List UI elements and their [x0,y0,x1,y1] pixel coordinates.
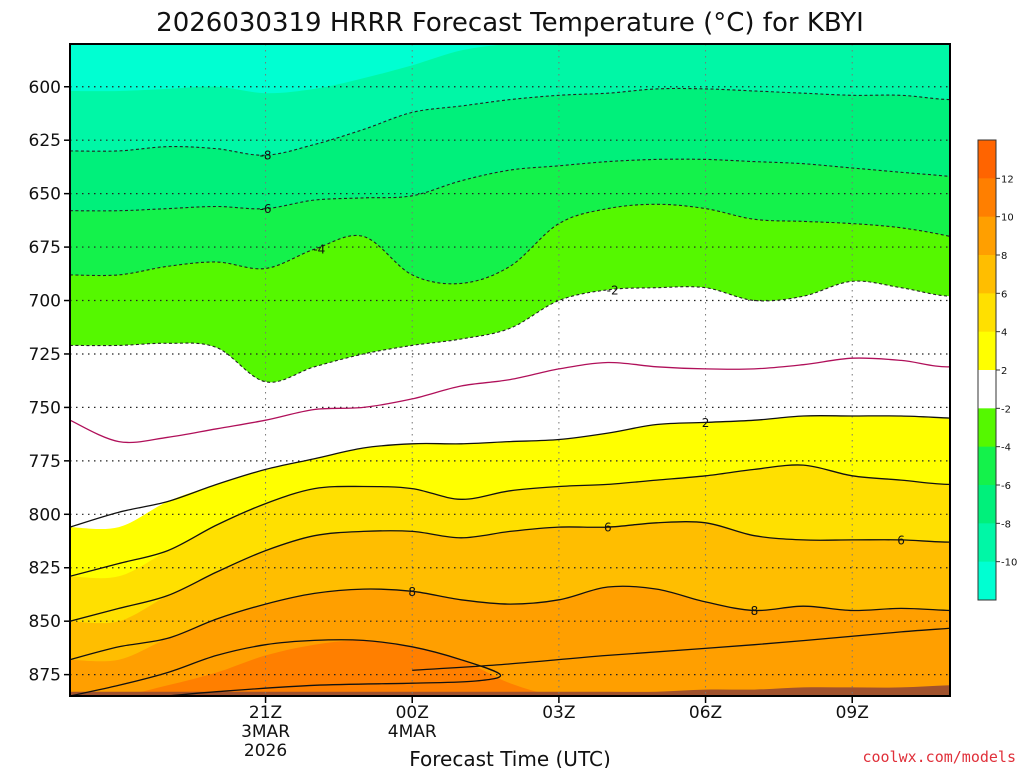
colorbar-swatch-0 [978,140,996,179]
ground-fill [70,685,950,696]
colorbar-swatch-4 [978,293,996,333]
temperature-bands [70,44,950,696]
x-tick-date-1: 4MAR [388,722,437,742]
colorbar-label-4: 4 [1001,328,1007,339]
y-tick-label-625: 625 [29,131,61,151]
y-axis: 600 625 650 675 700 725 750 775 800 825 850 875 [29,78,70,686]
colorbar-swatch-2 [978,216,996,256]
isotherm-10 [70,639,502,696]
isotherm-labels: -8 -6 -4 -2 2 6 6 8 8 [260,149,905,618]
y-tick-label-700: 700 [29,292,61,312]
isotherm-6 [70,521,950,622]
y-tick-label-875: 875 [29,666,61,686]
colorbar-label-6: -2 [1001,404,1011,415]
y-tick-label-775: 775 [29,452,61,472]
isotherm-label-8: 8 [751,604,759,618]
isotherm-label-4: 2 [702,416,710,430]
isotherm-label-0: -8 [260,149,272,163]
y-tick-label-750: 750 [29,398,61,418]
x-tick-label-06Z: 06Z [689,703,722,723]
x-tick-label-00Z: 00Z [396,703,429,723]
isotherm-label-1: -6 [260,202,272,216]
y-tick-label-600: 600 [29,78,61,98]
credit-text: coolwx.com/models [862,748,1016,766]
y-tick-label-650: 650 [29,185,61,205]
colorbar-swatch-1 [978,178,996,218]
colorbar-swatch-6 [978,370,996,409]
isotherm-label-3: -2 [607,283,619,297]
x-axis-label: Forecast Time (UTC) [409,747,611,768]
plot-area: -8 -6 -4 -2 2 6 6 8 8 [70,44,950,696]
ground-layer [70,685,950,696]
colorbar-label-2: 8 [1001,251,1007,262]
colorbar-label-10: -10 [1001,558,1017,569]
isotherm--6 [70,158,950,212]
colorbar-label-5: 2 [1001,366,1007,377]
colorbar-swatch-8 [978,446,996,486]
temp-band-10 [70,640,950,696]
plot-frame [69,43,951,697]
colorbar-label-1: 10 [1001,213,1014,224]
isotherm-label-6: 6 [897,533,905,547]
colorbar-label-9: -8 [1001,519,1011,530]
colorbar-swatch-10 [978,523,996,563]
isotherm-label-7: 8 [408,585,416,599]
gridlines [70,44,950,696]
isotherm--8 [70,87,950,156]
x-tick-year-0: 2026 [244,741,287,761]
colorbar-label-8: -6 [1001,481,1011,492]
colorbar-swatch-5 [978,331,996,371]
isotherm-label-2: -4 [313,243,325,257]
colorbar-swatch-11 [978,561,996,601]
colorbar: 12 10 8 6 4 2 -2 -4 -6 -8 -10 [977,139,1017,601]
y-tick-label-725: 725 [29,345,61,365]
y-tick-label-850: 850 [29,612,61,632]
y-tick-label-825: 825 [29,559,61,579]
colorbar-swatch-3 [978,255,996,294]
x-tick-label-09Z: 09Z [836,703,869,723]
y-tick-label-675: 675 [29,238,61,258]
isotherm-8 [70,585,950,671]
x-tick-label-21Z: 21Z [249,703,282,723]
x-tick-label-03Z: 03Z [542,703,575,723]
x-tick-date-0: 3MAR [241,722,290,742]
colorbar-swatch-7 [978,408,996,448]
isotherm-lines [70,87,950,696]
y-tick-label-800: 800 [29,505,61,525]
isotherm-label-5: 6 [604,521,612,535]
colorbar-label-7: -4 [1001,443,1011,454]
colorbar-swatch-9 [978,485,996,524]
isotherm--2 [70,280,950,383]
colorbar-label-3: 6 [1001,289,1007,300]
colorbar-label-0: 12 [1001,174,1014,185]
isotherm-4 [70,464,950,577]
isotherm-0 [70,357,950,444]
isotherm-2 [70,414,950,528]
chart-title: 2026030319 HRRR Forecast Temperature (°C… [156,8,864,38]
